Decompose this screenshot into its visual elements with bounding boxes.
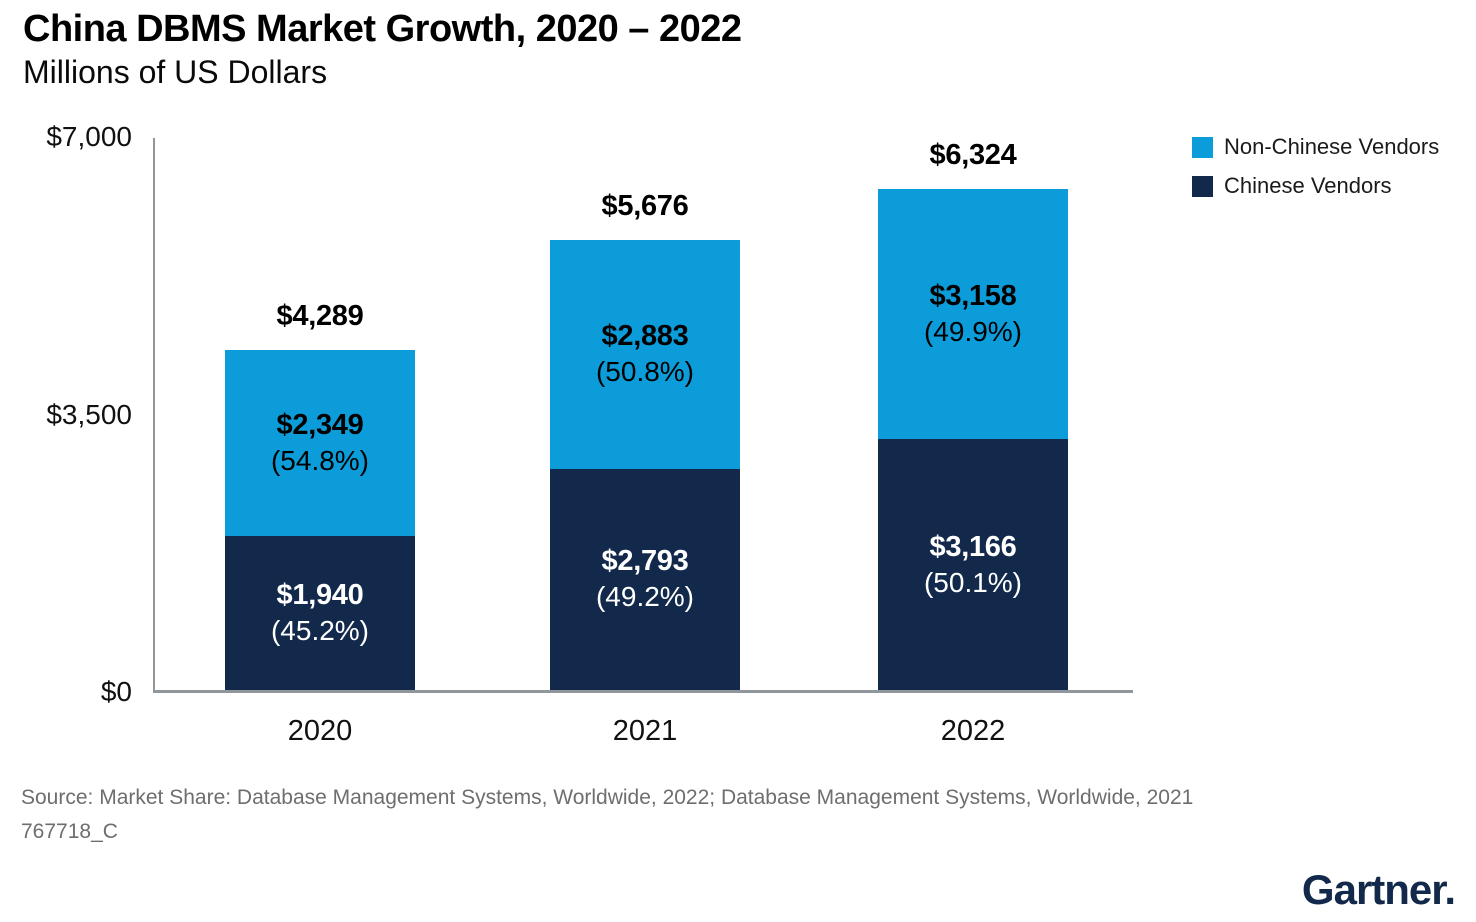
segment-share-label: (54.8%)	[270, 445, 370, 476]
segment-chinese-vendors-2022: $3,166 (50.1%)	[878, 439, 1068, 690]
source-text: Source: Market Share: Database Managemen…	[21, 786, 1194, 809]
legend-label: Chinese Vendors	[1224, 173, 1392, 198]
segment-value-label: $2,793	[601, 545, 689, 578]
y-tick-7000: $7,000	[46, 121, 132, 152]
segment-share-label: (49.9%)	[923, 315, 1023, 347]
chart-subtitle: Millions of US Dollars	[23, 54, 328, 90]
plot-area: $2,349 (54.8%) $1,940 (45.2%) $4,289 2020 $2,8…	[153, 138, 1133, 747]
segment-non-chinese-vendors-2022: $3,158 (49.9%)	[878, 188, 1068, 439]
total-label-2020: $4,289	[276, 299, 364, 332]
legend: Non-Chinese Vendors Chinese Vendors	[1192, 134, 1439, 212]
segment-value-label: $3,166	[929, 530, 1017, 563]
total-label-2021: $5,676	[601, 190, 689, 222]
segment-share-label: (50.1%)	[923, 566, 1023, 598]
segment-chinese-vendors-2020: $1,940 (45.2%)	[225, 536, 415, 690]
legend-swatch-icon	[1192, 136, 1213, 158]
legend-label: Non-Chinese Vendors	[1224, 134, 1440, 159]
y-tick-0: $0	[100, 676, 132, 707]
segment-non-chinese-vendors-2021: $2,883 (50.8%)	[550, 240, 740, 469]
segment-share-label: (50.8%)	[595, 356, 695, 388]
legend-item-chinese-vendors: Chinese Vendors	[1192, 173, 1439, 199]
chart-title: China DBMS Market Growth, 2020 – 2022	[23, 8, 742, 50]
x-axis-label-2022: 2022	[940, 715, 1006, 747]
segment-non-chinese-vendors-2020: $2,349 (54.8%)	[225, 349, 415, 537]
segment-share-label: (45.2%)	[270, 614, 370, 646]
y-tick-3500: $3,500	[46, 399, 132, 430]
bar-2020: $2,349 (54.8%) $1,940 (45.2%) $4,289 2020	[225, 300, 415, 747]
segment-value-label: $2,883	[601, 320, 689, 353]
segment-value-label: $1,940	[276, 578, 364, 611]
segment-share-label: (49.2%)	[595, 581, 695, 613]
document-code: 767718_C	[21, 820, 118, 843]
bar-2022: $3,158 (49.9%) $3,166 (50.1%) $6,324 2022	[878, 139, 1068, 747]
gartner-logo: Gartner.	[1301, 866, 1456, 913]
bar-2021: $2,883 (50.8%) $2,793 (49.2%) $5,676 2021	[550, 190, 740, 747]
total-label-2022: $6,324	[929, 138, 1017, 171]
x-axis-label-2021: 2021	[612, 715, 678, 747]
segment-value-label: $3,158	[929, 279, 1017, 312]
legend-item-non-chinese-vendors: Non-Chinese Vendors	[1192, 134, 1439, 160]
segment-value-label: $2,349	[276, 409, 364, 441]
x-axis-label-2020: 2020	[287, 715, 353, 747]
segment-chinese-vendors-2021: $2,793 (49.2%)	[550, 468, 740, 690]
legend-swatch-icon	[1192, 175, 1213, 197]
